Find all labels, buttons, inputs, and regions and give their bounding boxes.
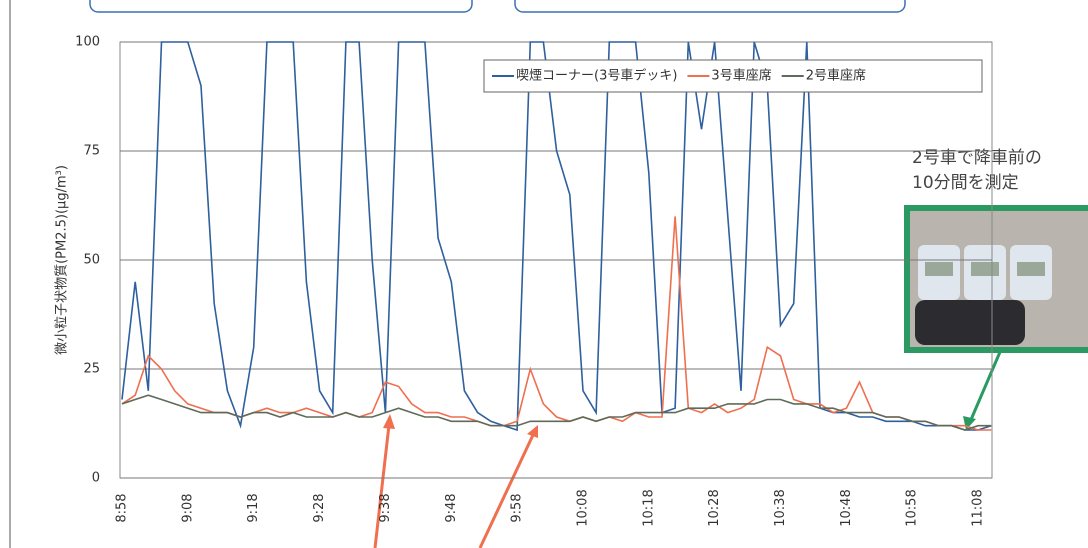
x-tick-label: 10:38 — [773, 489, 788, 526]
x-tick-label: 9:48 — [444, 493, 459, 522]
x-tick-label: 10:18 — [641, 489, 656, 526]
series-line — [122, 216, 991, 430]
photo — [904, 205, 1088, 353]
header-box — [90, 0, 472, 12]
x-tick-label: 9:38 — [378, 493, 393, 522]
legend-label: 喫煙コーナー(3号車デッキ) — [516, 68, 677, 84]
series-line — [122, 395, 991, 430]
annotation: 10分間を測定 — [912, 173, 1019, 193]
y-axis-label: 微小粒子状物質(PM2.5)(μg/m³) — [55, 165, 70, 355]
legend: 喫煙コーナー(3号車デッキ) 3号車座席 2号車座席 — [484, 60, 982, 92]
series-line — [122, 42, 991, 430]
x-tick-label: 9:28 — [312, 493, 327, 522]
x-tick-label: 9:58 — [510, 493, 525, 522]
y-tick-label: 50 — [83, 253, 100, 268]
chart: 微小粒子状物質(PM2.5)(μg/m³) 2号車で降車前の 10分間を測定 0… — [0, 0, 1088, 548]
y-tick-label: 75 — [83, 144, 100, 159]
x-tick-label: 11:08 — [971, 489, 986, 526]
x-tick-label: 10:58 — [905, 489, 920, 526]
x-tick-label: 10:28 — [707, 489, 722, 526]
x-tick-label: 8:58 — [115, 493, 130, 522]
x-tick-label: 10:48 — [839, 489, 854, 526]
y-tick-label: 100 — [75, 35, 100, 50]
legend-label: 3号車座席 — [711, 68, 771, 84]
y-tick-label: 0 — [92, 471, 100, 486]
legend-label: 2号車座席 — [806, 68, 866, 84]
x-tick-label: 9:08 — [180, 493, 195, 522]
x-tick-label: 10:08 — [575, 489, 590, 526]
header-box — [515, 0, 905, 12]
y-tick-label: 25 — [83, 362, 100, 377]
x-tick-label: 9:18 — [246, 493, 261, 522]
